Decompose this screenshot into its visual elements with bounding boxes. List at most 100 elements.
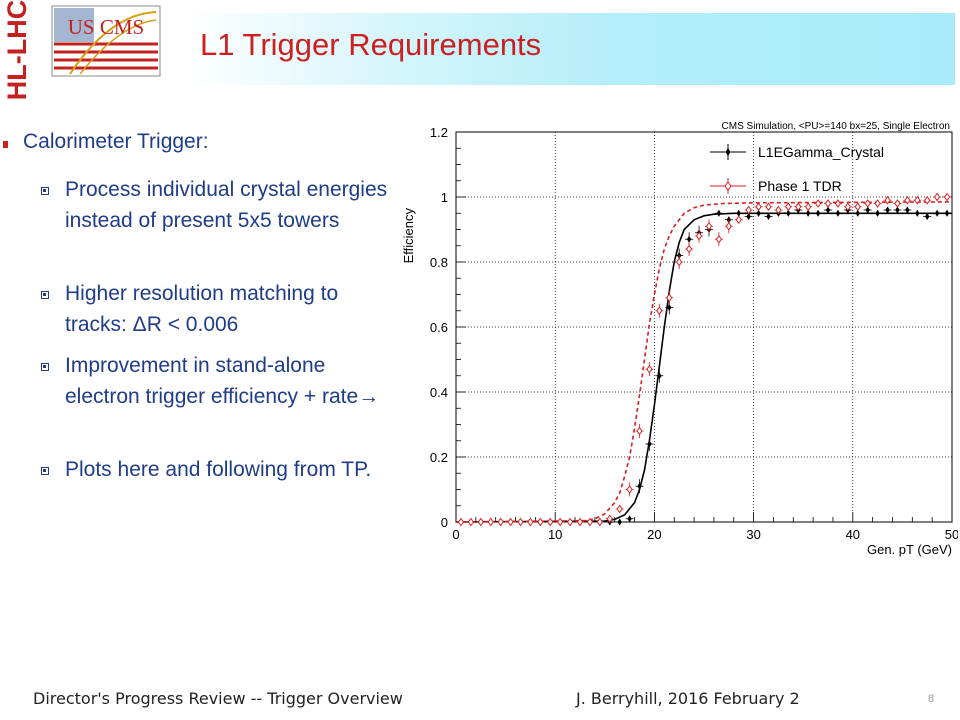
data-point [636, 426, 643, 436]
data-points [456, 192, 952, 527]
data-point [824, 199, 832, 208]
data-point [507, 517, 514, 527]
chart-title: CMS Simulation, <PU>=140 bx=25, Single E… [722, 121, 950, 132]
square-bullet-icon [41, 187, 49, 195]
data-point [596, 517, 603, 527]
us-cms-logo-text: US CMS [68, 15, 144, 39]
data-point [746, 213, 751, 220]
data-point [735, 215, 742, 225]
sub-bullet-text: Higher resolution matching to tracks: ΔR… [65, 282, 339, 336]
x-tick-label: 50 [945, 527, 958, 542]
data-point [487, 517, 494, 527]
legend-marker [725, 148, 731, 156]
data-point [834, 199, 842, 208]
data-point [745, 205, 752, 215]
x-axis-label: Gen. pT (GeV) [867, 542, 952, 557]
data-point [457, 517, 465, 527]
hl-lhc-logo: HL-LHC [2, 0, 32, 100]
data-point [944, 209, 950, 217]
data-point [934, 192, 941, 202]
data-point [666, 293, 673, 303]
series-phase1-tdr [456, 192, 952, 527]
fit-curve-l1egamma-crystal [455, 212, 952, 523]
x-tick-label: 30 [746, 527, 760, 542]
square-bullet-icon [41, 467, 49, 475]
data-point [765, 202, 772, 212]
hl-lhc-logo-text: HL-LHC [2, 0, 32, 100]
data-point [606, 514, 613, 524]
legend-label: Phase 1 TDR [758, 178, 842, 194]
data-point [885, 206, 890, 214]
y-tick-label: 0.6 [430, 320, 448, 335]
main-bullet-text: Calorimeter Trigger: [23, 130, 209, 153]
data-point [547, 517, 554, 527]
x-tick-label: 10 [548, 527, 562, 542]
data-point [854, 202, 861, 212]
data-point [477, 517, 484, 527]
y-tick-label: 1.2 [430, 125, 448, 140]
data-point [725, 221, 732, 231]
data-point [875, 209, 880, 217]
footer-left: Director's Progress Review -- Trigger Ov… [33, 689, 403, 708]
data-point [905, 206, 910, 214]
data-point [705, 221, 713, 231]
legend-label: L1EGamma_Crystal [758, 144, 884, 160]
data-point [646, 364, 653, 374]
square-bullet-icon [41, 291, 49, 299]
data-point [924, 195, 931, 205]
data-point [766, 213, 771, 220]
sub-bullet-3: Improvement in stand-alone electron trig… [41, 350, 401, 412]
sub-bullet-2: Higher resolution matching to tracks: ΔR… [41, 278, 401, 340]
data-point [517, 517, 524, 527]
data-point [825, 206, 831, 214]
y-tick-label: 0 [441, 515, 448, 530]
data-point [566, 517, 574, 527]
footer-center: J. Berryhill, 2016 February 2 [576, 689, 800, 708]
sub-bullet-text: Process individual crystal energies inst… [65, 178, 388, 232]
data-point [667, 304, 672, 311]
data-point [686, 235, 692, 243]
data-point [785, 202, 792, 212]
data-point [795, 202, 802, 212]
data-point [925, 213, 930, 220]
y-tick-label: 1 [441, 190, 448, 205]
data-point [736, 209, 741, 217]
data-point [656, 306, 663, 316]
sub-bullet-4: Plots here and following from TP. [41, 454, 401, 485]
data-point [686, 244, 693, 254]
data-point [755, 202, 762, 212]
data-point [934, 209, 940, 217]
sub-bullet-text: Improvement in stand-alone electron trig… [65, 354, 380, 408]
data-point [467, 517, 474, 527]
data-point [943, 192, 951, 202]
y-axis-label: Efficiency [401, 208, 416, 264]
efficiency-plot: 0 10 20 30 40 50 0 0.2 0.4 0.6 0.8 1 1.2 CMS Simulat… [400, 108, 958, 558]
data-point [657, 372, 662, 380]
us-cms-logo: US CMS [51, 5, 161, 77]
slide-title: L1 Trigger Requirements [200, 27, 542, 62]
page-number: 8 [928, 693, 935, 705]
data-point [637, 482, 642, 490]
data-point [775, 205, 782, 215]
sub-bullet-text: Plots here and following from TP. [65, 458, 372, 481]
data-point [716, 209, 722, 217]
data-point [805, 202, 812, 212]
data-point [676, 257, 683, 267]
square-bullet-icon [41, 363, 49, 371]
sub-bullet-1: Process individual crystal energies inst… [41, 174, 401, 236]
axis-ticks: 0 10 20 30 40 50 0 0.2 0.4 0.6 0.8 1 1.2 [430, 125, 958, 542]
red-bullet-marker [3, 141, 8, 148]
x-tick-label: 20 [647, 527, 661, 542]
data-point [497, 517, 504, 527]
data-point [616, 504, 623, 514]
data-point [864, 199, 871, 208]
data-point [894, 199, 901, 208]
data-point [814, 199, 822, 208]
main-bullet: Calorimeter Trigger: [3, 130, 209, 154]
data-point [844, 202, 851, 212]
data-point [647, 440, 652, 448]
data-point [884, 195, 891, 205]
fit-curves [455, 201, 953, 523]
data-point [904, 195, 911, 205]
data-point [715, 234, 722, 244]
